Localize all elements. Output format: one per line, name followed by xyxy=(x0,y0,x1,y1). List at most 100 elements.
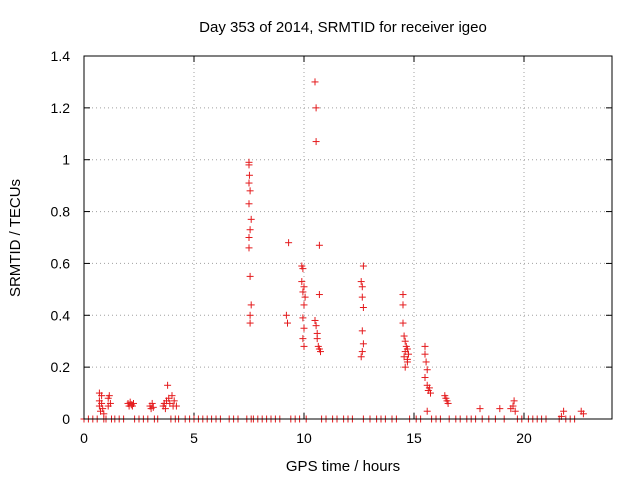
data-point xyxy=(246,226,254,234)
data-point xyxy=(496,405,504,413)
data-point xyxy=(299,265,307,273)
data-point xyxy=(312,138,320,146)
data-point xyxy=(359,304,367,312)
data-point xyxy=(359,262,367,270)
axis-ticks xyxy=(83,55,612,420)
data-point xyxy=(401,363,409,371)
data-point xyxy=(357,353,365,361)
data-point xyxy=(358,283,366,291)
data-point xyxy=(357,278,365,286)
data-point xyxy=(315,241,323,249)
data-point xyxy=(170,397,178,405)
data-point xyxy=(510,397,518,405)
data-point xyxy=(399,319,407,327)
data-point xyxy=(421,374,429,382)
data-point xyxy=(301,293,309,301)
data-point xyxy=(399,301,407,309)
data-point xyxy=(247,301,255,309)
data-point xyxy=(300,324,308,332)
data-point xyxy=(246,319,254,327)
data-point xyxy=(99,405,107,413)
data-point xyxy=(245,171,253,179)
data-point xyxy=(511,407,519,415)
data-point xyxy=(298,278,306,286)
data-point xyxy=(425,384,433,392)
data-point xyxy=(579,410,587,418)
data-point xyxy=(358,293,366,301)
data-point xyxy=(282,311,290,319)
data-point xyxy=(149,403,157,411)
data-point xyxy=(245,244,253,252)
x-tick-label: 15 xyxy=(406,430,422,446)
data-point xyxy=(245,161,253,169)
y-tick-label: 0.6 xyxy=(51,255,71,271)
y-tick-label: 0.4 xyxy=(51,307,71,323)
data-point xyxy=(476,405,484,413)
data-point xyxy=(312,322,320,330)
data-point xyxy=(421,342,429,350)
y-tick-label: 0.2 xyxy=(51,359,71,375)
data-point xyxy=(421,350,429,358)
data-point xyxy=(399,291,407,299)
data-point xyxy=(130,399,137,407)
data-point xyxy=(246,272,254,280)
data-point xyxy=(245,234,253,241)
data-point xyxy=(401,337,409,345)
x-tick-label: 0 xyxy=(80,430,88,446)
data-point xyxy=(300,283,308,291)
x-tick-label: 5 xyxy=(190,430,198,446)
x-axis-title: GPS time / hours xyxy=(286,458,400,475)
gridlines xyxy=(84,56,612,419)
data-point xyxy=(311,316,319,324)
data-point xyxy=(400,332,408,340)
data-point xyxy=(246,187,254,195)
plot-frame xyxy=(83,55,613,420)
data-point xyxy=(299,335,307,343)
data-point xyxy=(403,355,411,363)
y-tick-label: 1 xyxy=(62,152,70,168)
data-point xyxy=(245,200,253,208)
y-axis-title: SRMTID / TECUs xyxy=(7,179,24,297)
data-point xyxy=(245,179,253,187)
data-points xyxy=(80,78,587,423)
y-tick-label: 1.4 xyxy=(51,48,71,64)
data-point xyxy=(285,239,293,247)
data-point xyxy=(358,327,366,335)
data-point xyxy=(98,399,106,407)
data-point xyxy=(317,348,324,356)
data-point xyxy=(313,335,321,343)
data-point xyxy=(403,345,411,353)
data-point xyxy=(106,399,114,407)
data-point xyxy=(358,348,366,356)
data-point xyxy=(312,104,320,112)
data-point xyxy=(405,350,412,358)
data-point xyxy=(359,340,367,348)
data-point xyxy=(284,319,291,327)
data-point xyxy=(105,392,113,400)
data-point xyxy=(247,215,255,223)
data-point xyxy=(168,392,176,400)
data-point xyxy=(311,78,319,86)
data-point xyxy=(148,399,156,407)
data-point xyxy=(423,366,431,374)
data-point xyxy=(172,402,180,410)
chart-title: Day 353 of 2014, SRMTID for receiver ige… xyxy=(199,19,487,36)
data-point xyxy=(509,402,517,410)
data-point xyxy=(444,399,452,407)
data-point xyxy=(246,311,254,319)
x-tick-label: 10 xyxy=(296,430,312,446)
data-point xyxy=(161,405,169,413)
data-point xyxy=(427,389,434,397)
data-point xyxy=(423,407,431,415)
y-tick-label: 0.8 xyxy=(51,204,71,220)
data-point xyxy=(299,314,307,322)
y-tick-label: 0 xyxy=(62,411,70,427)
data-point xyxy=(315,291,323,299)
data-point xyxy=(164,381,172,389)
data-point xyxy=(299,288,307,296)
data-point xyxy=(98,392,106,400)
data-point xyxy=(300,301,308,309)
x-tick-label: 20 xyxy=(516,430,532,446)
data-point xyxy=(422,358,430,366)
